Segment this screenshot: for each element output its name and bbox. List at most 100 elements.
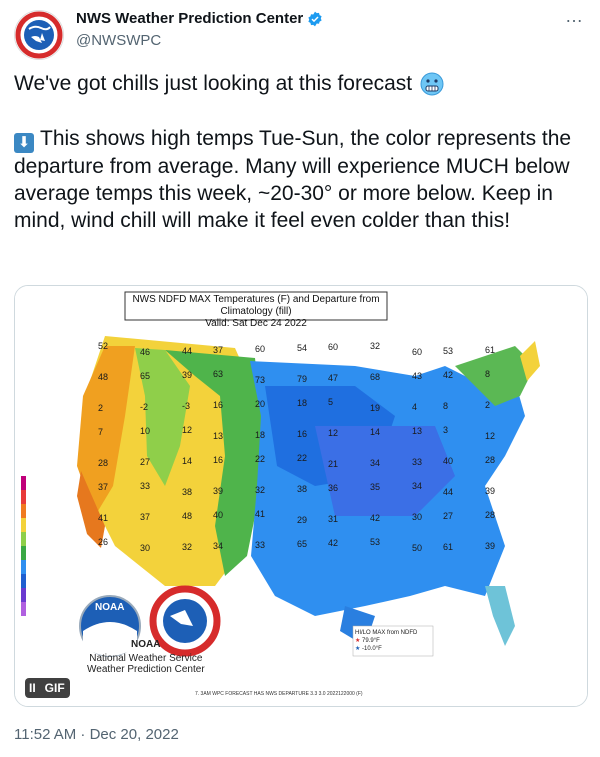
author-name[interactable]: NWS Weather Prediction Center xyxy=(76,10,304,27)
temperature-label: 16 xyxy=(213,455,224,465)
temperature-label: 14 xyxy=(370,427,381,437)
temperature-label: -3 xyxy=(182,401,191,411)
temperature-label: 44 xyxy=(443,487,454,497)
temperature-label: 8 xyxy=(485,369,491,379)
temperature-label: 34 xyxy=(412,481,423,491)
temperature-label: 8 xyxy=(443,401,449,411)
temperature-label: 48 xyxy=(182,511,193,521)
temperature-label: 33 xyxy=(412,457,423,467)
temperature-label: 47 xyxy=(328,373,339,383)
temperature-label: 28 xyxy=(485,510,496,520)
temperature-map xyxy=(15,286,587,706)
temperature-label: 42 xyxy=(328,538,339,548)
temperature-label: -2 xyxy=(140,402,149,412)
temperature-label: 26 xyxy=(98,537,109,547)
temperature-label: 46 xyxy=(140,347,151,357)
temperature-label: 52 xyxy=(98,341,109,351)
temperature-label: 53 xyxy=(370,537,381,547)
temperature-label: 61 xyxy=(443,542,454,552)
tweet-media-gif[interactable]: NWS NDFD MAX Temperatures (F) and Depart… xyxy=(14,285,588,707)
temperature-label: 34 xyxy=(370,458,381,468)
temperature-label: 60 xyxy=(328,342,339,352)
temperature-label: 44 xyxy=(182,346,193,356)
temperature-label: 43 xyxy=(412,371,423,381)
temperature-label: 39 xyxy=(182,370,193,380)
map-valid-date: Valid: Sat Dec 24 2022 xyxy=(205,318,307,329)
temperature-label: 38 xyxy=(182,487,193,497)
color-scale-legend xyxy=(21,476,26,616)
temperature-label: 20 xyxy=(255,399,266,409)
temperature-label: 40 xyxy=(213,510,224,520)
more-options-icon[interactable]: … xyxy=(565,6,584,26)
gif-pause-button[interactable]: II xyxy=(25,678,40,698)
temperature-label: 36 xyxy=(328,483,339,493)
temperature-label: 33 xyxy=(255,540,266,550)
noaa-logo-text: NOAA xyxy=(95,602,125,613)
temperature-label: 39 xyxy=(213,486,224,496)
temperature-label: 2 xyxy=(98,403,104,413)
temperature-label: 73 xyxy=(255,375,266,385)
tweet-timestamp[interactable]: 11:52 AM · Dec 20, 2022 xyxy=(14,726,179,743)
temperature-label: 63 xyxy=(213,369,224,379)
temperature-label: 12 xyxy=(182,425,193,435)
temperature-label: 53 xyxy=(443,346,454,356)
tweet-text: We've got chills just looking at this fo… xyxy=(14,70,574,234)
temperature-label: 39 xyxy=(485,486,496,496)
temperature-label: 28 xyxy=(485,455,496,465)
temperature-label: 37 xyxy=(140,512,151,522)
temperature-label: 35 xyxy=(370,482,381,492)
map-title: NWS NDFD MAX Temperatures (F) and Depart… xyxy=(132,294,380,317)
temperature-label: 61 xyxy=(485,345,496,355)
tweet-header: NWS Weather Prediction Center @NWSWPC … xyxy=(14,6,586,60)
nws-seal-icon xyxy=(149,585,221,657)
temperature-label: 22 xyxy=(297,453,308,463)
temperature-label: 27 xyxy=(140,457,151,467)
temperature-label: 31 xyxy=(328,514,339,524)
temperature-label: 38 xyxy=(297,484,308,494)
temperature-label: 27 xyxy=(443,511,454,521)
gif-badge[interactable]: II GIF xyxy=(25,678,70,698)
temperature-label: 30 xyxy=(140,543,151,553)
author-handle[interactable]: @NWSWPC xyxy=(76,32,162,49)
tweet-text-para2: This shows high temps Tue-Sun, the color… xyxy=(14,127,572,232)
temperature-label: 16 xyxy=(297,429,308,439)
temperature-label: 42 xyxy=(370,513,381,523)
temperature-label: 37 xyxy=(98,482,109,492)
temperature-label: 16 xyxy=(213,400,224,410)
verified-badge-icon xyxy=(308,11,322,26)
temperature-label: 60 xyxy=(412,347,423,357)
noaa-logo-icon xyxy=(79,595,141,657)
down-arrow-emoji-icon: ⬇ xyxy=(14,133,34,153)
temperature-label: 12 xyxy=(328,428,339,438)
temperature-label: 4 xyxy=(412,402,418,412)
temperature-label: 65 xyxy=(297,539,308,549)
tweet-text-line1: We've got chills just looking at this fo… xyxy=(14,72,413,95)
temperature-label: 10 xyxy=(140,426,151,436)
temperature-label: 18 xyxy=(297,398,308,408)
temperature-label: 30 xyxy=(412,512,423,522)
temperature-label: 22 xyxy=(255,454,266,464)
temperature-label: 48 xyxy=(98,372,109,382)
temperature-label: 13 xyxy=(412,426,423,436)
temperature-label: 42 xyxy=(443,370,454,380)
temperature-label: 21 xyxy=(328,459,339,469)
temperature-label: 50 xyxy=(412,543,423,553)
gif-label: GIF xyxy=(39,678,70,698)
hilo-legend-title: HI/LO MAX from NDFD xyxy=(355,630,418,636)
avatar[interactable] xyxy=(14,10,64,60)
temperature-label: 14 xyxy=(182,456,193,466)
cold-face-emoji-icon xyxy=(420,72,444,95)
agency-line2: Weather Prediction Center xyxy=(87,664,205,675)
temperature-label: 68 xyxy=(370,372,381,382)
temperature-label: 29 xyxy=(297,515,308,525)
temperature-label: 54 xyxy=(297,343,308,353)
temperature-label: 37 xyxy=(213,345,224,355)
temperature-label: 39 xyxy=(485,541,496,551)
temperature-label: 32 xyxy=(370,341,381,351)
temperature-label: 18 xyxy=(255,430,266,440)
temperature-label: 5 xyxy=(328,397,334,407)
temperature-label: 3 xyxy=(443,425,449,435)
temperature-label: 79 xyxy=(297,374,308,384)
temperature-label: 41 xyxy=(98,513,109,523)
temperature-label: 34 xyxy=(213,541,224,551)
